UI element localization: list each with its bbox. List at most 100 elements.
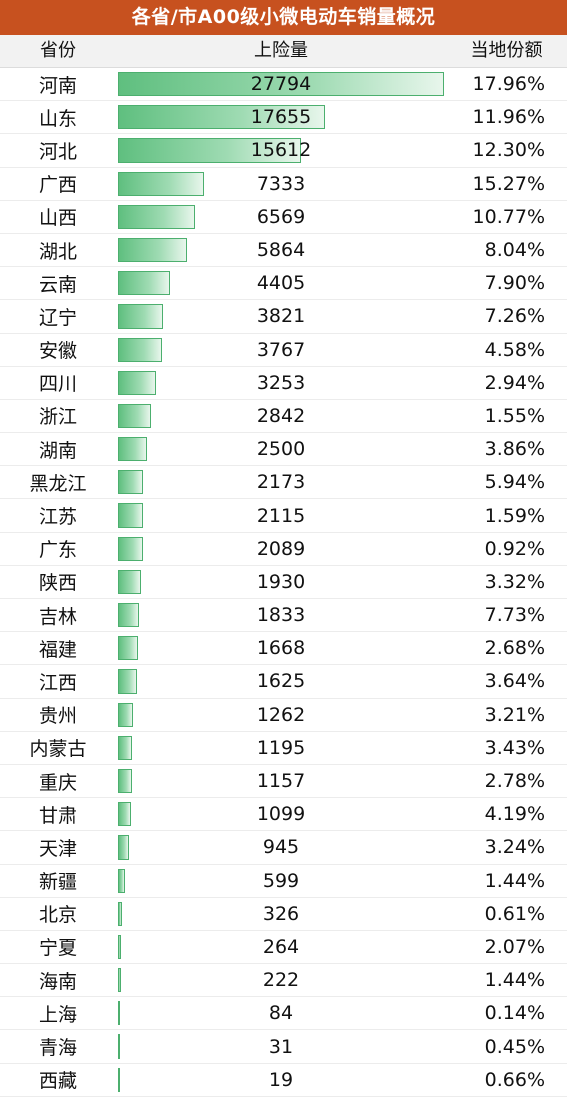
province-cell: 湖北 bbox=[38, 240, 77, 263]
data-bar bbox=[118, 934, 122, 960]
table-row: 吉林 1833 7.73% bbox=[0, 599, 567, 633]
insurance-cell: 15612 bbox=[116, 134, 446, 166]
share-cell: 2.94% bbox=[484, 371, 545, 394]
province-cell: 黑龙江 bbox=[29, 472, 87, 495]
table-title: 各省/市A00级小微电动车销量概况 bbox=[0, 0, 567, 35]
province-cell: 贵州 bbox=[38, 705, 77, 728]
province-cell: 河南 bbox=[38, 74, 77, 97]
province-cell: 上海 bbox=[38, 1003, 77, 1026]
insurance-value: 264 bbox=[262, 935, 300, 958]
insurance-value: 2842 bbox=[256, 404, 306, 427]
share-cell: 3.32% bbox=[484, 570, 545, 593]
insurance-value: 1930 bbox=[256, 570, 306, 593]
province-cell: 福建 bbox=[38, 638, 77, 661]
table-row: 上海 84 0.14% bbox=[0, 997, 567, 1031]
data-bar bbox=[118, 636, 138, 661]
table-row: 天津 945 3.24% bbox=[0, 831, 567, 865]
table-row: 福建 1668 2.68% bbox=[0, 632, 567, 666]
share-cell: 11.96% bbox=[472, 106, 545, 129]
table-row: 新疆 599 1.44% bbox=[0, 865, 567, 898]
share-cell: 7.73% bbox=[484, 604, 545, 627]
insurance-value: 599 bbox=[262, 869, 300, 892]
table-row: 江苏 2115 1.59% bbox=[0, 499, 567, 533]
data-bar bbox=[118, 802, 131, 827]
data-bar bbox=[118, 237, 187, 263]
province-cell: 浙江 bbox=[38, 406, 77, 429]
province-cell: 北京 bbox=[38, 904, 77, 927]
insurance-cell: 2842 bbox=[116, 400, 446, 432]
header-province: 省份 bbox=[40, 40, 76, 61]
share-cell: 0.14% bbox=[484, 1002, 545, 1025]
table-row: 四川 3253 2.94% bbox=[0, 367, 567, 400]
data-bar bbox=[118, 171, 204, 196]
share-cell: 8.04% bbox=[484, 239, 545, 262]
data-bar bbox=[118, 968, 121, 993]
table-row: 安徽 3767 4.58% bbox=[0, 334, 567, 367]
table-row: 河北 15612 12.30% bbox=[0, 134, 567, 168]
data-bar bbox=[118, 901, 122, 926]
insurance-value: 326 bbox=[262, 902, 300, 925]
insurance-value: 5864 bbox=[256, 239, 306, 262]
province-cell: 江苏 bbox=[38, 506, 77, 529]
data-bar bbox=[118, 768, 132, 794]
insurance-value: 19 bbox=[268, 1068, 294, 1091]
insurance-value: 84 bbox=[268, 1002, 294, 1025]
table-body: 河南 27794 17.96% 山东 17655 11.96% 河北 15612 12.30% 广… bbox=[0, 68, 567, 1097]
data-bar bbox=[118, 702, 133, 727]
data-bar bbox=[118, 735, 133, 760]
share-cell: 10.77% bbox=[472, 205, 545, 228]
insurance-cell: 2173 bbox=[116, 466, 446, 498]
insurance-value: 31 bbox=[268, 1035, 294, 1058]
table-row: 西藏 19 0.66% bbox=[0, 1064, 567, 1097]
insurance-cell: 1195 bbox=[116, 732, 446, 764]
insurance-value: 945 bbox=[262, 836, 300, 859]
share-cell: 0.45% bbox=[484, 1035, 545, 1058]
share-cell: 1.59% bbox=[484, 504, 545, 527]
share-cell: 3.43% bbox=[484, 736, 545, 759]
data-bar bbox=[118, 503, 143, 528]
share-cell: 3.64% bbox=[484, 670, 545, 693]
insurance-cell: 2115 bbox=[116, 499, 446, 531]
table-row: 云南 4405 7.90% bbox=[0, 267, 567, 301]
insurance-value: 3253 bbox=[256, 371, 306, 394]
data-bar bbox=[118, 835, 130, 860]
insurance-cell: 84 bbox=[116, 997, 446, 1029]
insurance-value: 3821 bbox=[256, 305, 306, 328]
data-bar bbox=[118, 138, 302, 163]
insurance-cell: 31 bbox=[116, 1030, 446, 1062]
data-bar bbox=[118, 72, 444, 97]
data-bar bbox=[118, 470, 144, 495]
insurance-cell: 1157 bbox=[116, 765, 446, 797]
data-bar bbox=[118, 271, 170, 296]
insurance-cell: 1625 bbox=[116, 665, 446, 697]
data-bar bbox=[118, 304, 163, 329]
header-insurance: 上险量 bbox=[254, 40, 308, 61]
insurance-value: 27794 bbox=[250, 73, 312, 96]
table-row: 广西 7333 15.27% bbox=[0, 168, 567, 201]
data-bar bbox=[118, 437, 148, 462]
province-cell: 广西 bbox=[38, 174, 77, 197]
share-cell: 1.55% bbox=[484, 404, 545, 427]
share-cell: 17.96% bbox=[472, 73, 545, 96]
province-cell: 青海 bbox=[38, 1037, 77, 1060]
insurance-cell: 1262 bbox=[116, 699, 446, 731]
share-cell: 0.66% bbox=[484, 1068, 545, 1091]
insurance-cell: 1930 bbox=[116, 566, 446, 598]
insurance-cell: 3767 bbox=[116, 334, 446, 366]
data-bar bbox=[118, 204, 196, 229]
table-row: 浙江 2842 1.55% bbox=[0, 400, 567, 434]
province-cell: 辽宁 bbox=[38, 306, 77, 329]
share-cell: 3.86% bbox=[484, 438, 545, 461]
insurance-value: 4405 bbox=[256, 272, 306, 295]
insurance-cell: 3253 bbox=[116, 367, 446, 399]
insurance-cell: 3821 bbox=[116, 300, 446, 332]
table-row: 江西 1625 3.64% bbox=[0, 665, 567, 699]
share-cell: 4.58% bbox=[484, 338, 545, 361]
insurance-value: 3767 bbox=[256, 338, 306, 361]
share-cell: 4.19% bbox=[484, 803, 545, 826]
province-cell: 湖南 bbox=[38, 439, 77, 462]
insurance-cell: 5864 bbox=[116, 234, 446, 266]
insurance-value: 222 bbox=[262, 969, 300, 992]
province-cell: 四川 bbox=[38, 373, 77, 396]
table-row: 湖南 2500 3.86% bbox=[0, 433, 567, 467]
